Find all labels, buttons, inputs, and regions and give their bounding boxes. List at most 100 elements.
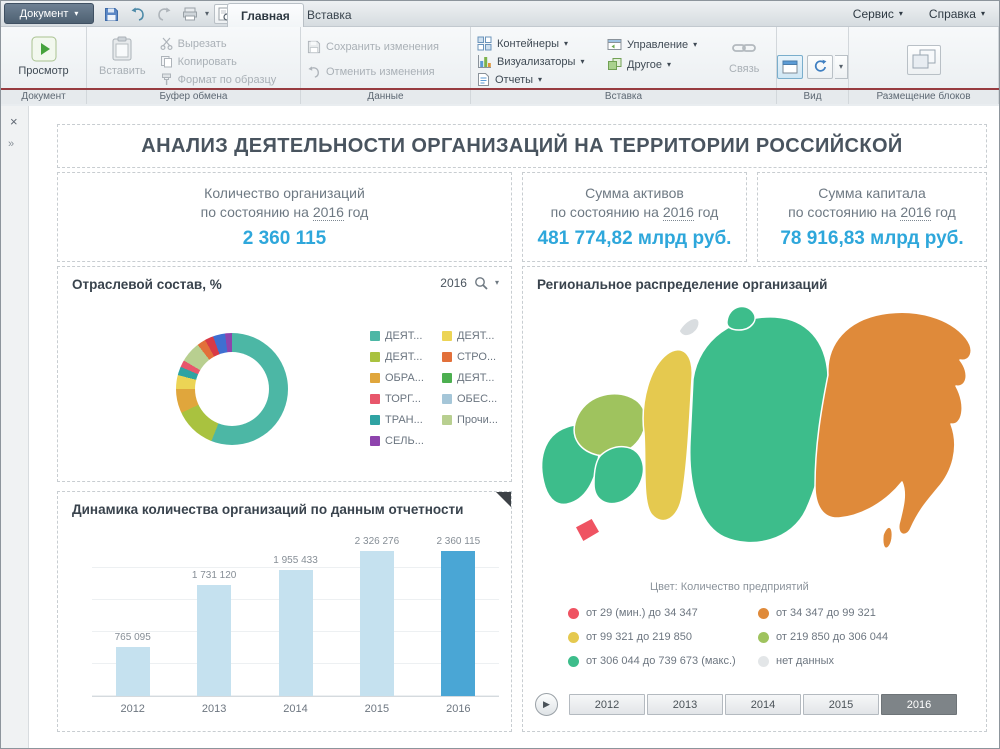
legend-item[interactable]: ТОРГ... (370, 388, 436, 409)
scissors-icon (160, 37, 173, 50)
bar[interactable] (115, 647, 150, 696)
document-menu-label: Документ (19, 7, 69, 20)
regional-map-panel[interactable]: Региональное распределение организаций Ц… (522, 266, 987, 732)
cancel-changes-button[interactable]: Отменить изменения (307, 63, 439, 82)
link-button-label: Связь (729, 63, 760, 75)
donut-year-filter[interactable]: 2016 (440, 276, 467, 290)
tab-insert[interactable]: Вставка (294, 3, 365, 27)
legend-item[interactable]: СЕЛЬ... (370, 430, 436, 451)
bar-x-label: 2016 (446, 703, 471, 715)
save-button[interactable] (101, 4, 122, 24)
search-icon[interactable] (474, 276, 488, 290)
legend-swatch (370, 435, 380, 446)
kpi-period-prefix: по состоянию на (550, 204, 659, 220)
overlap-blocks-icon (912, 49, 935, 68)
map-region-european-center[interactable] (593, 446, 645, 505)
map-region-arctic-islands[interactable] (678, 317, 700, 337)
reports-button[interactable]: Отчеты ▾ (477, 71, 599, 88)
bar[interactable] (278, 570, 313, 696)
bar[interactable] (441, 551, 476, 696)
chevron-down-icon: ▾ (898, 9, 903, 18)
legend-item[interactable]: ДЕЯТ... (370, 346, 436, 367)
dashboard-canvas: АНАЛИЗ ДЕЯТЕЛЬНОСТИ ОРГАНИЗАЦИЙ НА ТЕРРИ… (30, 106, 999, 748)
legend-item[interactable]: Прочи... (442, 409, 508, 430)
kpi-year-link[interactable]: 2016 (312, 204, 344, 221)
timeline-year-button[interactable]: 2016 (881, 694, 957, 715)
legend-label: Прочи... (457, 413, 498, 426)
dashboard-title-block[interactable]: АНАЛИЗ ДЕЯТЕЛЬНОСТИ ОРГАНИЗАЦИЙ НА ТЕРРИ… (57, 124, 987, 168)
auto-refresh-button[interactable] (807, 54, 833, 79)
timeline-year-button[interactable]: 2015 (803, 694, 879, 715)
bar-plot: 765 095 1 731 120 1 955 433 2 326 276 2 360 … (92, 536, 499, 697)
legend-item[interactable]: ОБЕС... (442, 388, 508, 409)
kpi-card-assets[interactable]: Сумма активов по состоянию на 2016 год 4… (522, 172, 747, 262)
timeline-play-button[interactable]: ▶ (535, 693, 558, 716)
legend-item[interactable]: ДЕЯТ... (442, 325, 508, 346)
legend-item[interactable]: ТРАН... (370, 409, 436, 430)
link-button[interactable]: Связь (723, 31, 765, 88)
bar[interactable] (197, 585, 232, 696)
save-changes-label: Сохранить изменения (326, 41, 439, 53)
map-region-far-east[interactable] (814, 311, 972, 536)
copy-button[interactable]: Копировать (160, 53, 277, 70)
redo-button[interactable] (153, 4, 174, 24)
preview-button[interactable]: Просмотр (12, 31, 74, 88)
tab-main[interactable]: Главная (227, 3, 304, 27)
undo-button[interactable] (127, 4, 148, 24)
chevron-down-icon[interactable]: ▾ (494, 278, 499, 287)
dynamics-panel[interactable]: Динамика количества организаций по данны… (57, 491, 512, 732)
cut-button-label: Вырезать (177, 37, 227, 50)
kpi-year-link[interactable]: 2016 (662, 204, 694, 221)
map-region-ural[interactable] (642, 348, 693, 522)
other-button[interactable]: Другое ▾ (607, 55, 715, 74)
legend-swatch (442, 414, 452, 425)
save-changes-button[interactable]: Сохранить изменения (307, 38, 439, 57)
timeline-year-button[interactable]: 2014 (725, 694, 801, 715)
block-layout-button[interactable] (906, 44, 941, 75)
industry-composition-panel[interactable]: Отраслевой состав, % 2016 ▾ ДЕЯТ... ДЕЯТ.… (57, 266, 512, 482)
containers-button[interactable]: Контейнеры ▾ (477, 35, 599, 52)
cut-button[interactable]: Вырезать (160, 35, 277, 52)
menu-help[interactable]: Справка ▾ (929, 7, 985, 21)
map-region-european-northwest[interactable] (573, 393, 647, 457)
expand-panel-icon[interactable]: » (8, 138, 15, 150)
donut-chart[interactable] (176, 333, 288, 445)
auto-refresh-dropdown[interactable]: ▾ (835, 54, 848, 79)
legend-item[interactable]: СТРО... (442, 346, 508, 367)
bar-slot: 765 095 (92, 536, 173, 696)
ribbon-group-layout (849, 27, 999, 88)
map-legend-dot (568, 631, 579, 643)
visualizers-button[interactable]: Визуализаторы ▾ (477, 53, 599, 70)
management-button[interactable]: Управление ▾ (607, 35, 715, 54)
legend-item[interactable]: ДЕЯТ... (442, 367, 508, 388)
chevron-down-icon: ▾ (838, 61, 843, 71)
map-region-taymyr[interactable] (726, 305, 756, 331)
legend-item[interactable]: ОБРА... (370, 367, 436, 388)
paste-button[interactable]: Вставить (93, 31, 152, 88)
kpi-year-link[interactable]: 2016 (900, 204, 932, 221)
titlebar-menus: Сервис ▾ Справка ▾ (853, 1, 985, 27)
menu-help-label: Справка (928, 7, 976, 21)
timeline-year-button[interactable]: 2012 (569, 694, 645, 715)
map-region-sakhalin[interactable] (881, 526, 894, 549)
print-dropdown-caret[interactable]: ▾ (205, 9, 210, 18)
kpi-card-capital[interactable]: Сумма капитала по состоянию на 2016 год … (757, 172, 987, 262)
kpi-value: 481 774,82 млрд руб. (537, 228, 732, 249)
panel-title: Региональное распределение организаций (537, 277, 828, 292)
bar[interactable] (359, 551, 394, 696)
visualizers-label: Визуализаторы (497, 55, 576, 68)
bar-x-label: 2013 (201, 703, 227, 715)
kpi-card-organizations[interactable]: Количество организаций по состоянию на 2… (57, 172, 512, 262)
map-region-siberia[interactable] (689, 316, 830, 544)
block-selected-marker (496, 492, 511, 507)
format-painter-button[interactable]: Формат по образцу (160, 71, 276, 88)
print-button[interactable] (179, 4, 200, 24)
show-panels-button[interactable] (777, 54, 803, 79)
bar-slot: 2 326 276 (336, 536, 417, 696)
document-menu-button[interactable]: Документ ▾ (4, 3, 94, 24)
close-icon[interactable]: × (10, 114, 18, 129)
menu-service[interactable]: Сервис ▾ (853, 7, 903, 21)
map-region-south-min[interactable] (574, 517, 601, 543)
legend-item[interactable]: ДЕЯТ... (370, 325, 436, 346)
timeline-year-button[interactable]: 2013 (647, 694, 723, 715)
